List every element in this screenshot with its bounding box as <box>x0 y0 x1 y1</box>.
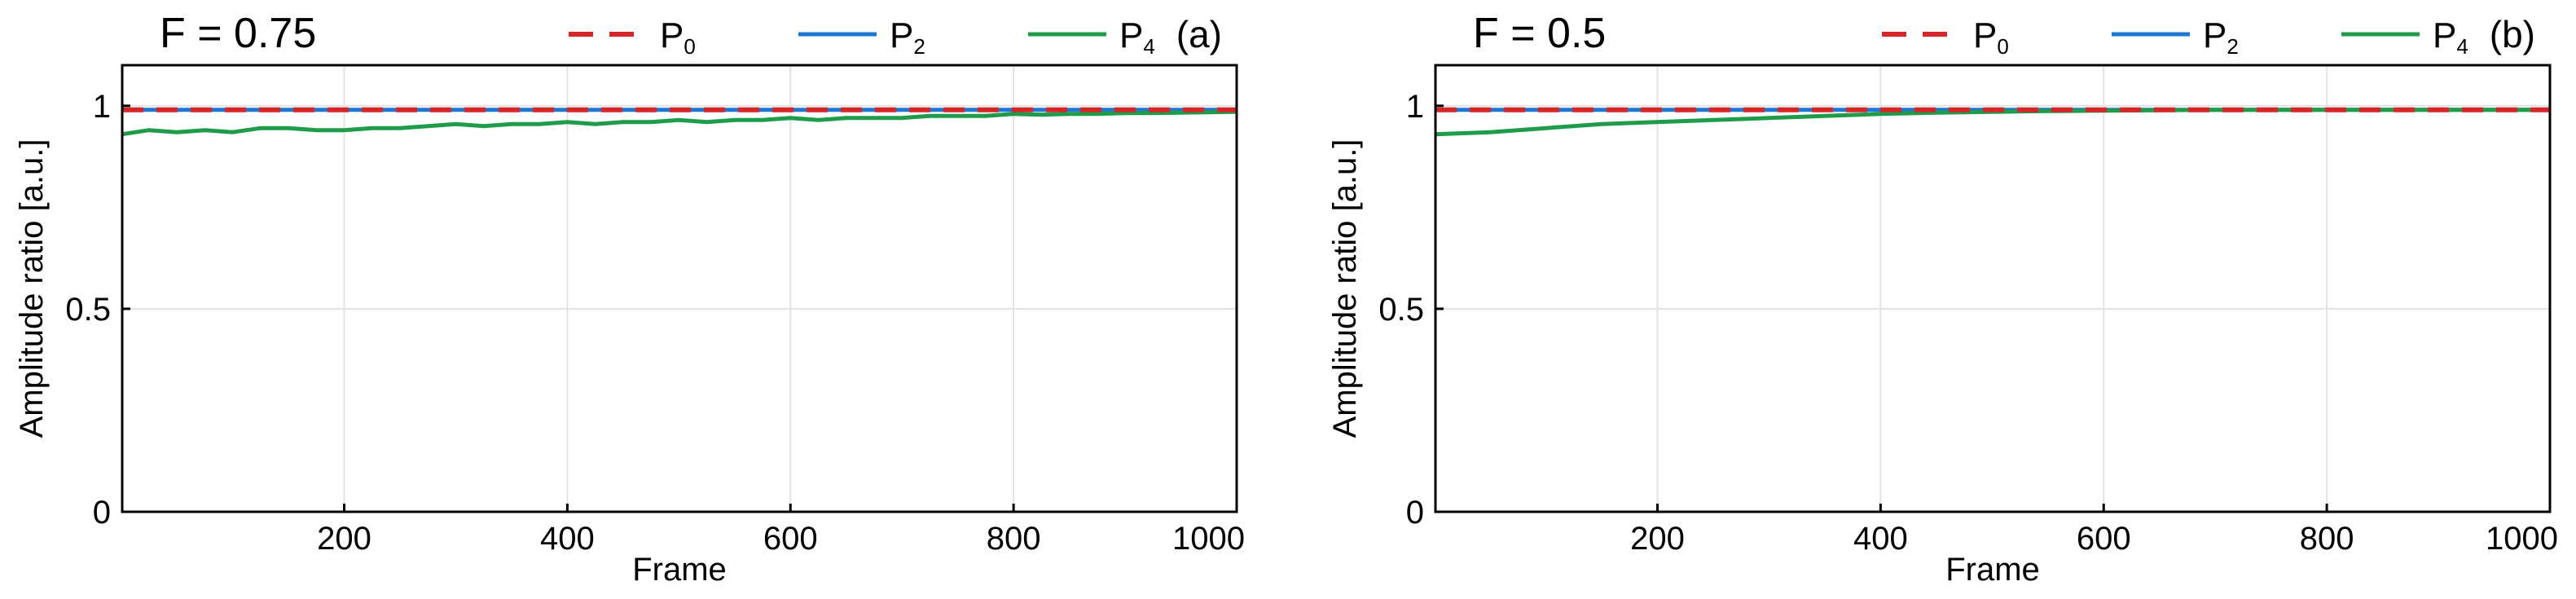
legend-p0-label: P0 <box>1973 15 2009 59</box>
legend-p4-label: P4 <box>2433 15 2468 59</box>
y-axis-label: Amplitude ratio [a.u.] <box>14 139 50 438</box>
x-axis-label: Frame <box>1945 552 2040 588</box>
series-line-p4 <box>1435 108 2550 137</box>
y-tick-label: 1 <box>1406 89 1424 125</box>
x-tick-label: 800 <box>2300 521 2354 557</box>
y-tick-label: 0 <box>93 495 111 531</box>
x-tick-label: 200 <box>317 521 371 557</box>
legend-p4-label: P4 <box>1119 15 1155 59</box>
y-tick-label: 1 <box>93 89 111 125</box>
x-tick-label: 800 <box>987 521 1041 557</box>
chart-panel-b: 200 400 600 800 1000 0 0.5 1 Frame Amplitude rati… <box>1327 10 2558 588</box>
x-tick-label: 600 <box>2077 521 2131 557</box>
panel-title: F = 0.5 <box>1473 10 1606 57</box>
legend-p0-label: P0 <box>660 15 696 59</box>
x-tick-label: 600 <box>763 521 818 557</box>
panel-title: F = 0.75 <box>160 10 316 57</box>
x-tick-label: 400 <box>540 521 595 557</box>
panel-tag: (b) <box>2490 13 2535 55</box>
series-line-p4 <box>121 109 1237 137</box>
x-tick-label: 400 <box>1853 521 1908 557</box>
x-tick-label: 1000 <box>1172 521 1245 557</box>
y-tick-label: 0.5 <box>1378 292 1424 328</box>
plot-frame <box>1434 64 2552 513</box>
legend-p2-label: P2 <box>890 15 925 59</box>
x-axis-label: Frame <box>632 552 727 588</box>
y-tick-label: 0 <box>1406 495 1424 531</box>
y-tick-label: 0.5 <box>65 292 111 328</box>
chart-panel-a: 200 400 600 800 1000 0 0.5 1 Frame Amplitude rati… <box>14 10 1245 588</box>
panel-tag: (a) <box>1176 13 1222 55</box>
y-axis-label: Amplitude ratio [a.u.] <box>1327 139 1363 438</box>
x-tick-label: 1000 <box>2486 521 2558 557</box>
x-tick-label: 200 <box>1630 521 1685 557</box>
plot-frame <box>121 64 1238 513</box>
legend-p2-label: P2 <box>2203 15 2239 59</box>
